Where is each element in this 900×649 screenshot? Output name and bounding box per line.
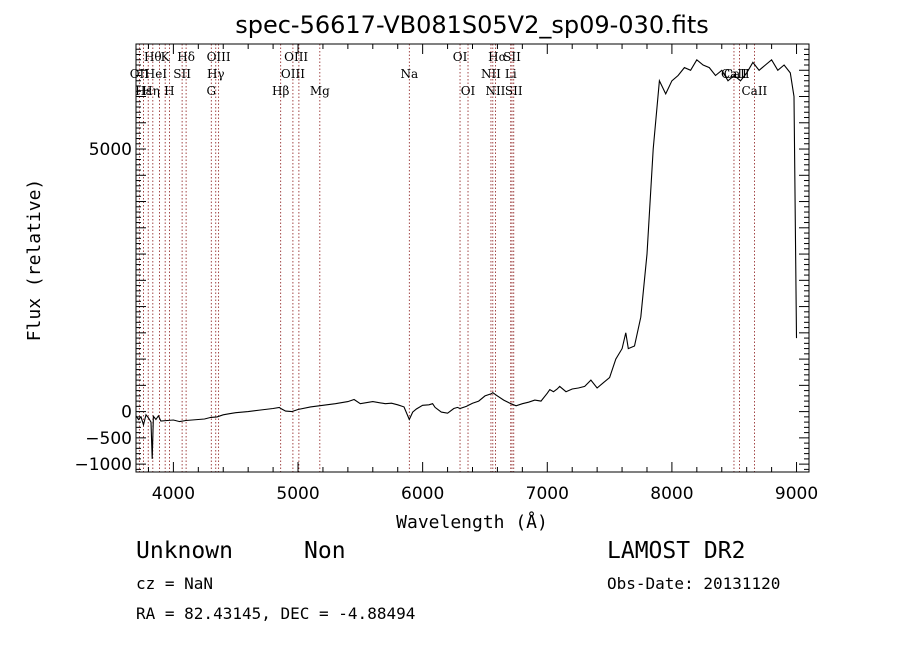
y-tick-label: −500 [85,429,132,449]
line-label: H [164,84,174,98]
x-tick-label: 4000 [152,484,195,504]
x-axis-label: Wavelength (Å) [396,511,548,533]
x-tick-label: 8000 [650,484,693,504]
x-tick-label: 9000 [775,484,818,504]
line-label: OI [453,50,468,64]
observation-date: Obs-Date: 20131120 [607,574,781,593]
y-axis: −1000 −500 0 5000 [74,48,809,475]
ra-dec-coordinates: RA = 82.43145, DEC = -4.88494 [136,604,416,623]
line-label: Mg [310,84,330,98]
line-label: OI [461,84,476,98]
line-label: CaII [721,67,747,81]
line-label: Li [505,67,517,81]
line-label: K [161,50,171,64]
survey-name: LAMOST DR2 [607,538,746,564]
line-label: Hθ [144,50,162,64]
line-label: CaII [741,84,767,98]
x-tick-label: 5000 [276,484,319,504]
x-axis: 4000 5000 6000 7000 8000 9000 [147,44,818,504]
emission-line-markers [138,44,755,472]
line-label: OIII [284,50,308,64]
y-tick-label: 0 [121,403,132,423]
line-label: SII [173,67,191,81]
line-label: Hα [488,50,507,64]
line-label: NII [481,67,501,81]
spectrum-series-line [135,58,798,459]
line-label: NII [485,84,505,98]
line-label: Na [400,67,418,81]
line-label: SII [505,84,523,98]
y-tick-label: −1000 [74,455,132,475]
line-label: Hβ [272,84,289,98]
y-axis-label: Flux (relative) [24,179,45,342]
plot-frame [135,43,810,473]
chart-title: spec-56617-VB081S05V2_sp09-030.fits [235,11,709,39]
line-label: Hδ [177,50,195,64]
line-label: G [206,84,216,98]
object-subclass: Non [304,538,346,564]
x-tick-label: 6000 [401,484,444,504]
redshift-cz: cz = NaN [136,574,214,593]
line-label: OIII [281,67,305,81]
line-label: SII [503,50,521,64]
line-label: Hη [142,84,160,98]
line-label: Hε [135,84,152,98]
object-class: Unknown [136,538,233,564]
line-label: OIII [207,50,231,64]
x-tick-label: 7000 [526,484,569,504]
y-tick-label: 5000 [89,140,132,160]
line-label: Hγ [207,67,225,81]
line-label: HeI [145,67,168,81]
